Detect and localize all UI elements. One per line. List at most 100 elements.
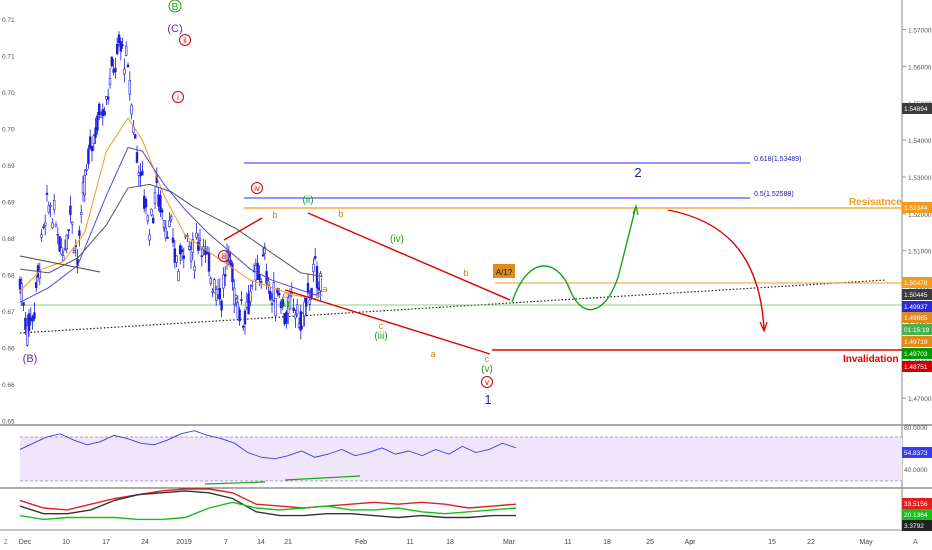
candle-body bbox=[198, 238, 202, 241]
wave-label-B: B bbox=[172, 2, 179, 13]
candle-body bbox=[263, 246, 266, 255]
wave-label-c1: c bbox=[283, 290, 288, 300]
wave-label-B-paren: (B) bbox=[23, 353, 38, 365]
candle-body bbox=[164, 227, 167, 239]
price-badge bbox=[902, 336, 932, 347]
circle-v bbox=[481, 376, 493, 388]
left-tick-label: 0.67 bbox=[2, 309, 15, 316]
projection-arrowhead bbox=[632, 203, 639, 216]
fib-618-label: 0.618(1.53489) bbox=[754, 156, 801, 163]
x-tick-label: 11 bbox=[406, 539, 413, 546]
wave-label-b3: b bbox=[463, 268, 468, 278]
candle-body bbox=[204, 248, 207, 256]
x-tick-label: Dec bbox=[19, 539, 32, 546]
candle-body bbox=[270, 302, 274, 305]
candle-body bbox=[222, 274, 225, 289]
x-tick-label: 15 bbox=[768, 539, 776, 546]
price-badge-label: 1.49885 bbox=[904, 315, 928, 322]
price-badge bbox=[902, 324, 932, 335]
candle-body bbox=[52, 199, 56, 210]
candle-body bbox=[224, 274, 227, 277]
y-tick-label: 1.56000 bbox=[908, 64, 932, 71]
x-tick-label: 11 bbox=[564, 539, 571, 546]
x-tick-label: 24 bbox=[141, 539, 149, 546]
candle-body bbox=[258, 274, 261, 281]
y-tick-label: 1.53000 bbox=[908, 175, 932, 182]
left-tick-label: 0.65 bbox=[2, 419, 15, 426]
x-tick-label: 25 bbox=[646, 539, 654, 546]
candle-body bbox=[189, 249, 193, 262]
x-tick-label: Feb bbox=[355, 539, 367, 546]
candle-body bbox=[175, 255, 178, 263]
wave-label-ii: ii bbox=[183, 36, 187, 45]
wave-label-iii: iii bbox=[221, 252, 227, 261]
candle-body bbox=[277, 292, 281, 296]
rsi-value-badge bbox=[902, 447, 932, 458]
price-badge bbox=[902, 301, 932, 312]
candle-body bbox=[61, 255, 65, 262]
candle-body bbox=[243, 310, 247, 325]
price-badge bbox=[902, 277, 932, 288]
wave-label-a1: a bbox=[265, 278, 270, 288]
rsi-divergence-2 bbox=[284, 475, 361, 481]
candle-body bbox=[78, 230, 81, 237]
candle-body bbox=[60, 247, 63, 255]
candle-body bbox=[152, 217, 155, 224]
candle-body bbox=[45, 192, 49, 195]
circle-iii bbox=[218, 250, 230, 262]
candle-body bbox=[197, 241, 200, 251]
candle-body bbox=[24, 317, 27, 330]
candle-body bbox=[56, 234, 60, 236]
candle-body bbox=[99, 114, 103, 118]
candle-body bbox=[69, 205, 72, 216]
price-badge bbox=[902, 312, 932, 323]
candle-body bbox=[308, 299, 311, 305]
left-tick-label: 0.70 bbox=[2, 127, 15, 134]
candle-body bbox=[54, 224, 58, 228]
circle-i bbox=[172, 91, 184, 103]
x-tick-label: 7 bbox=[224, 539, 228, 546]
candle-body bbox=[89, 136, 92, 149]
price-badge bbox=[902, 289, 932, 300]
candle-body bbox=[90, 145, 94, 152]
x-tick-label: 10 bbox=[62, 539, 70, 546]
candle-body bbox=[200, 255, 203, 257]
x-tick-label: May bbox=[859, 539, 873, 546]
candle-body bbox=[85, 169, 88, 171]
candle-body bbox=[125, 45, 128, 56]
wave-label-a1-question: A/1? bbox=[496, 268, 513, 277]
price-badge-label: 1.54894 bbox=[904, 106, 928, 113]
price-badge-label: 1.48751 bbox=[904, 364, 928, 371]
candle-body bbox=[159, 195, 162, 213]
candle-body bbox=[276, 288, 279, 294]
candle-body bbox=[108, 78, 112, 85]
candle-body bbox=[168, 220, 171, 227]
wave-label-b1: b bbox=[272, 210, 277, 220]
candle-body bbox=[209, 278, 212, 284]
candle-body bbox=[116, 43, 119, 55]
candle-body bbox=[49, 205, 52, 207]
wave-label-c3: c bbox=[485, 354, 490, 364]
candle-body bbox=[312, 263, 315, 273]
wedge-line bbox=[223, 217, 263, 241]
candle-body bbox=[249, 291, 252, 302]
candle-body bbox=[27, 313, 31, 332]
left-tick-label: 0.66 bbox=[2, 346, 15, 353]
left-tick-label: 0.69 bbox=[2, 200, 15, 207]
projection-down-arrowhead bbox=[759, 321, 768, 333]
candle-body bbox=[256, 262, 259, 280]
candle-body bbox=[20, 283, 23, 302]
moving-average-1 bbox=[19, 117, 323, 300]
auto-scale-icon: A bbox=[913, 539, 918, 546]
channel-upper bbox=[307, 212, 511, 301]
left-tick-label: 0.71 bbox=[2, 54, 15, 61]
candle-body bbox=[267, 281, 270, 286]
wave-label-1: 1 bbox=[484, 392, 491, 407]
candle-body bbox=[288, 295, 292, 310]
candle-body bbox=[117, 34, 121, 44]
candle-body bbox=[231, 263, 234, 283]
candle-body bbox=[261, 254, 265, 257]
candle-body bbox=[110, 56, 114, 67]
candle-body bbox=[218, 288, 221, 300]
